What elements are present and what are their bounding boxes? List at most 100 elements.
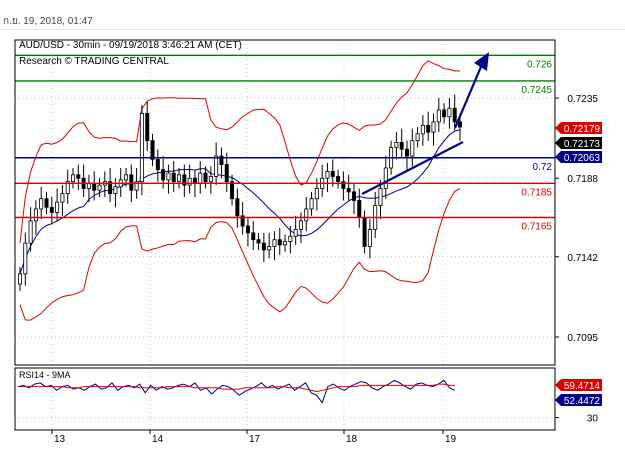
price-tag-label: 0.72179 bbox=[564, 124, 601, 135]
candle-body bbox=[44, 198, 49, 208]
candle-body bbox=[251, 232, 256, 241]
candle-body bbox=[17, 273, 22, 285]
candle-body bbox=[203, 172, 208, 183]
candle-body bbox=[208, 176, 213, 183]
candle-body bbox=[240, 215, 245, 227]
candle-body bbox=[113, 186, 118, 194]
candle-body bbox=[161, 169, 166, 181]
candle-body bbox=[139, 112, 144, 183]
candle-body bbox=[457, 121, 462, 128]
axes: 0.7235 0.7188 0.7142 0.7095 13 14 17 18 19 30 bbox=[14, 39, 599, 445]
header-bar: ก.ย. 19, 2018, 01:47 bbox=[0, 0, 625, 30]
price-tag-bg bbox=[555, 151, 602, 163]
candle-body bbox=[65, 181, 70, 194]
candle-body bbox=[351, 191, 356, 201]
candle-body bbox=[224, 164, 229, 183]
header-divider bbox=[0, 29, 625, 30]
candle-body bbox=[431, 121, 436, 133]
level-label: 0.7185 bbox=[521, 187, 552, 198]
candle-body bbox=[86, 182, 91, 189]
candle-body bbox=[314, 188, 319, 200]
candle-body bbox=[129, 174, 134, 191]
candlesticks bbox=[17, 94, 462, 291]
candle-body bbox=[97, 184, 102, 191]
candle-body bbox=[304, 208, 309, 222]
candle-body bbox=[23, 242, 28, 275]
candle-body bbox=[346, 188, 351, 193]
candle-body bbox=[283, 240, 288, 246]
candle-body bbox=[272, 239, 277, 247]
price-tag-label: 0.72063 bbox=[564, 153, 601, 164]
timestamp: ก.ย. 19, 2018, 01:47 bbox=[3, 16, 93, 27]
candle-body bbox=[436, 109, 441, 123]
candle-body bbox=[325, 171, 330, 179]
candle-body bbox=[145, 112, 150, 142]
candle-body bbox=[261, 242, 266, 251]
bollinger-upper bbox=[19, 60, 461, 244]
price-tag-bg bbox=[555, 394, 602, 406]
candle-body bbox=[293, 229, 298, 237]
candle-body bbox=[383, 167, 388, 189]
y-tick-label: 0.7095 bbox=[567, 333, 598, 344]
candle-body bbox=[71, 174, 76, 183]
candle-body bbox=[177, 174, 182, 183]
candle-body bbox=[124, 174, 129, 181]
candle-body bbox=[198, 172, 203, 184]
level-label: 0.72 bbox=[533, 162, 553, 173]
bollinger-bands bbox=[19, 60, 461, 321]
level-lines: 0.726 0.7245 0.72 0.7185 0.7165 bbox=[15, 54, 555, 233]
rsi-panel bbox=[15, 379, 555, 419]
x-tick-label: 17 bbox=[249, 434, 261, 445]
y-tick-label: 0.7142 bbox=[567, 253, 598, 264]
chart-subtitle: Research © TRADING CENTRAL bbox=[19, 56, 169, 67]
candle-body bbox=[442, 109, 447, 118]
moving-average bbox=[19, 129, 461, 274]
candle-body bbox=[394, 141, 399, 148]
candle-body bbox=[410, 140, 415, 157]
candle-body bbox=[182, 174, 187, 186]
candle-body bbox=[108, 181, 113, 194]
candle-body bbox=[357, 200, 362, 218]
candle-body bbox=[55, 201, 60, 213]
candle-body bbox=[214, 155, 219, 177]
projection-arrow-head bbox=[474, 52, 489, 71]
candle-body bbox=[362, 217, 367, 247]
candle-body bbox=[341, 181, 346, 189]
price-tag-label: 0.72173 bbox=[564, 139, 601, 150]
chart-title: AUD/USD - 30min - 09/19/2018 3:46:21 AM … bbox=[19, 40, 242, 51]
candle-body bbox=[404, 148, 409, 157]
price-tag-label: 52.4472 bbox=[564, 396, 601, 407]
price-tag-bg bbox=[555, 122, 602, 134]
candle-body bbox=[330, 171, 335, 177]
candle-body bbox=[245, 225, 250, 234]
candle-body bbox=[452, 107, 457, 123]
candle-body bbox=[399, 141, 404, 150]
projection-arrow-shaft bbox=[453, 61, 485, 129]
support-trendline bbox=[361, 141, 464, 195]
candle-body bbox=[166, 172, 171, 181]
price-tags: 0.72179 0.72173 0.72063 59.4714 52.4472 bbox=[555, 122, 602, 407]
candle-body bbox=[76, 174, 81, 179]
candle-body bbox=[49, 206, 54, 213]
level-label: 0.7165 bbox=[521, 222, 552, 233]
rsi-y-tick-label: 30 bbox=[587, 414, 599, 425]
candle-body bbox=[28, 220, 33, 244]
rsi-panel-frame bbox=[14, 367, 556, 431]
level-label: 0.726 bbox=[527, 59, 552, 70]
rsi-line bbox=[17, 379, 456, 404]
x-tick-label: 18 bbox=[346, 434, 358, 445]
rsi-ma-line bbox=[18, 383, 455, 393]
candle-body bbox=[235, 198, 240, 217]
candle-body bbox=[134, 181, 139, 191]
annotations bbox=[361, 52, 489, 195]
candle-body bbox=[415, 133, 420, 142]
candle-body bbox=[33, 208, 38, 222]
rsi-title: RSI14 - 9MA bbox=[19, 370, 71, 380]
candle-body bbox=[447, 107, 452, 118]
price-tag-bg bbox=[555, 137, 602, 149]
candle-body bbox=[150, 140, 155, 160]
candle-body bbox=[230, 181, 235, 200]
candle-body bbox=[171, 172, 176, 183]
candle-body bbox=[378, 188, 383, 206]
